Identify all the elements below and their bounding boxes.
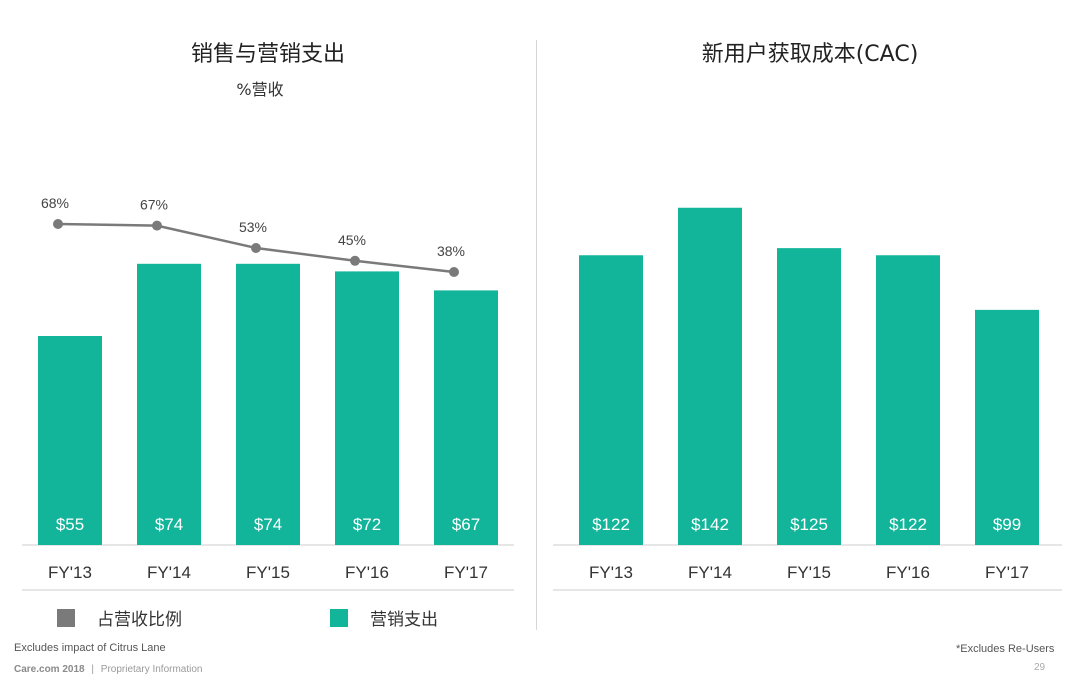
right-bar-label-1: $122 <box>592 515 630 534</box>
right-bar-5 <box>975 309 1039 545</box>
left-tick-label-4: FY'16 <box>345 563 389 582</box>
footnote-left: Excludes impact of Citrus Lane <box>14 642 166 654</box>
footnote-right: *Excludes Re-Users <box>956 643 1055 655</box>
legend-label-line: 占营收比例 <box>97 610 182 630</box>
left-line-point-5 <box>449 267 459 277</box>
legend-bar-series: 营销支出 <box>330 605 438 630</box>
left-bar-label-4: $72 <box>353 515 381 534</box>
left-chart: $55 FY'13 $74 FY'14 $74 FY'15 $72 FY'16 $67 FY'17… <box>22 195 514 591</box>
left-line-label-3: 53% <box>239 219 267 235</box>
chart-divider <box>536 40 537 630</box>
legend-line-series: 占营收比例 <box>57 605 182 630</box>
footer-separator: | <box>91 664 94 675</box>
left-line-point-1 <box>53 219 63 229</box>
right-bar-3 <box>777 248 841 545</box>
left-line-label-1: 68% <box>41 195 69 211</box>
left-chart-subtitle: %营收 <box>236 80 284 99</box>
right-tick-label-5: FY'17 <box>985 563 1029 582</box>
right-bar-label-4: $122 <box>889 515 927 534</box>
left-bar-4 <box>335 271 399 545</box>
right-bar-1 <box>579 255 643 545</box>
footer-brand: Care.com 2018 | Proprietary Information <box>14 664 203 675</box>
left-line-label-4: 45% <box>338 232 366 248</box>
left-tick-label-3: FY'15 <box>246 563 290 582</box>
right-bar-4 <box>876 255 940 545</box>
left-tick-label-2: FY'14 <box>147 563 191 582</box>
left-line-point-2 <box>152 220 162 231</box>
left-line-point-4 <box>350 255 360 266</box>
footer-brand-name: Care.com 2018 <box>14 664 85 675</box>
left-bar-label-5: $67 <box>452 515 480 534</box>
left-bar-3 <box>236 263 300 545</box>
left-tick-label-5: FY'17 <box>444 563 488 582</box>
left-line-point-3 <box>251 243 261 253</box>
right-chart-title: 新用户获取成本(CAC) <box>701 42 919 67</box>
right-bar-label-3: $125 <box>790 515 828 534</box>
right-tick-label-3: FY'15 <box>787 563 831 582</box>
legend-label-bar: 营销支出 <box>370 610 438 630</box>
left-line-label-5: 38% <box>437 243 465 259</box>
left-bar-label-2: $74 <box>155 515 183 534</box>
left-bar-5 <box>434 290 498 545</box>
left-bar-2 <box>137 263 201 545</box>
left-bar-1 <box>38 336 102 545</box>
page-number: 29 <box>1034 662 1046 673</box>
right-chart: $122 FY'13 $142 FY'14 $125 FY'15 $122 FY'16 $99 F… <box>553 207 1062 591</box>
right-bar-label-5: $99 <box>993 515 1021 534</box>
right-tick-label-1: FY'13 <box>589 563 633 582</box>
right-tick-label-2: FY'14 <box>688 563 732 582</box>
legend-swatch-gray <box>57 608 75 627</box>
left-line-label-2: 67% <box>140 197 168 213</box>
right-bar-label-2: $142 <box>691 515 729 534</box>
right-tick-label-4: FY'16 <box>886 563 930 582</box>
left-tick-label-1: FY'13 <box>48 563 92 582</box>
legend-swatch-teal <box>330 608 348 627</box>
left-bar-label-3: $74 <box>254 515 282 534</box>
left-bar-label-1: $55 <box>56 515 84 534</box>
left-chart-title: 销售与营销支出 <box>190 42 345 67</box>
right-bar-2 <box>678 207 742 545</box>
footer-info: Proprietary Information <box>100 664 203 675</box>
